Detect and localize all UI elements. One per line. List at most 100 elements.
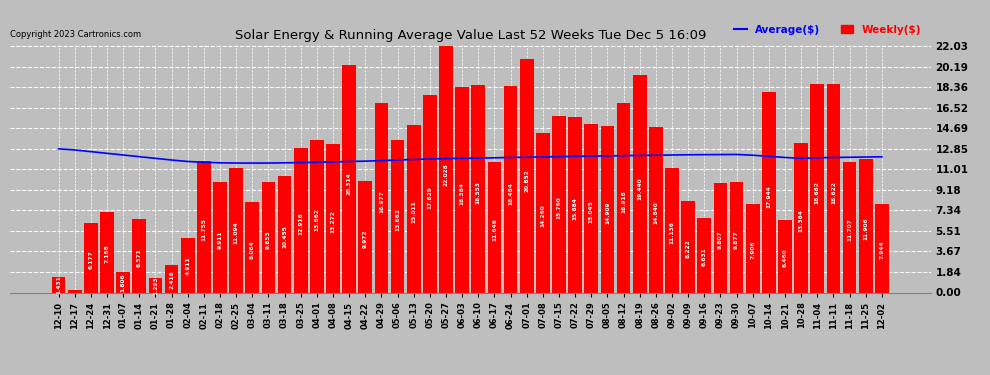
Bar [51,276,65,292]
Text: 11.906: 11.906 [863,217,868,240]
Text: 20.852: 20.852 [525,169,530,192]
Text: 6.177: 6.177 [88,250,93,269]
Text: 15.011: 15.011 [411,201,416,223]
Bar [326,144,340,292]
Bar [617,104,631,292]
Text: Copyright 2023 Cartronics.com: Copyright 2023 Cartronics.com [10,30,141,39]
Bar [133,219,147,292]
Text: 2.416: 2.416 [169,270,174,289]
Text: 14.909: 14.909 [605,201,610,224]
Bar [762,92,776,292]
Text: 13.662: 13.662 [395,208,400,231]
Text: 12.916: 12.916 [298,212,303,235]
Text: 9.911: 9.911 [218,230,223,249]
Text: 20.314: 20.314 [346,172,351,195]
Text: 17.629: 17.629 [428,186,433,209]
Text: 11.707: 11.707 [847,218,852,241]
Text: 11.136: 11.136 [669,221,674,244]
Legend: Average($), Weekly($): Average($), Weekly($) [730,21,926,39]
Bar [246,202,259,292]
Bar [116,272,130,292]
Text: 7.168: 7.168 [105,244,110,263]
Text: 10.455: 10.455 [282,225,287,248]
Bar [859,159,872,292]
Bar [440,46,452,292]
Text: 18.622: 18.622 [831,181,836,204]
Text: 19.440: 19.440 [638,177,643,200]
Text: 15.760: 15.760 [556,196,561,219]
Bar [665,168,679,292]
Text: 9.853: 9.853 [266,230,271,249]
Text: 14.260: 14.260 [541,205,545,227]
Text: 17.944: 17.944 [766,185,771,208]
Bar [471,85,485,292]
Bar [649,127,662,292]
Bar [745,204,759,292]
Text: 1.431: 1.431 [56,276,61,294]
Bar [520,59,534,292]
Text: 11.646: 11.646 [492,219,497,242]
Bar [794,143,808,292]
Bar [181,238,195,292]
Text: 11.755: 11.755 [201,218,206,241]
Text: 8.064: 8.064 [249,240,254,258]
Bar [261,182,275,292]
Bar [407,125,421,292]
Text: 16.977: 16.977 [379,190,384,213]
Bar [358,181,372,292]
Bar [391,140,405,292]
Bar [842,162,856,292]
Title: Solar Energy & Running Average Value Last 52 Weeks Tue Dec 5 16:09: Solar Energy & Running Average Value Las… [235,30,706,42]
Bar [778,220,792,292]
Bar [455,87,469,292]
Bar [213,182,227,292]
Text: 11.094: 11.094 [234,222,239,244]
Text: 8.222: 8.222 [686,239,691,258]
Text: 9.877: 9.877 [735,230,740,249]
Text: 16.918: 16.918 [621,190,626,213]
Text: 7.906: 7.906 [750,241,755,260]
Text: 22.028: 22.028 [444,163,448,186]
Bar [536,133,549,292]
Text: 18.384: 18.384 [459,182,464,205]
Bar [875,204,889,292]
Bar [294,148,308,292]
Bar [698,218,711,292]
Text: 18.484: 18.484 [508,182,513,205]
Text: 15.684: 15.684 [572,197,578,220]
Bar [164,266,178,292]
Text: 13.272: 13.272 [331,210,336,233]
Bar [100,212,114,292]
Bar [230,168,243,292]
Text: 1.293: 1.293 [153,276,158,295]
Bar [730,182,743,292]
Text: 15.045: 15.045 [589,200,594,223]
Bar [601,126,615,292]
Bar [714,183,728,292]
Text: 18.662: 18.662 [815,181,820,204]
Bar [568,117,582,292]
Bar [504,86,518,292]
Bar [552,116,566,292]
Text: 6.460: 6.460 [782,249,787,267]
Bar [310,140,324,292]
Bar [68,290,81,292]
Bar [278,176,291,292]
Text: 13.662: 13.662 [315,208,320,231]
Bar [584,124,598,292]
Bar [148,278,162,292]
Text: 13.364: 13.364 [799,209,804,232]
Bar [488,162,501,292]
Bar [827,84,841,292]
Bar [343,65,356,292]
Text: 9.972: 9.972 [362,230,368,248]
Bar [681,201,695,292]
Text: 18.553: 18.553 [476,182,481,204]
Bar [633,75,646,292]
Bar [811,84,825,292]
Text: 14.840: 14.840 [653,201,658,224]
Text: 6.571: 6.571 [137,248,142,267]
Text: 9.807: 9.807 [718,231,723,249]
Bar [374,103,388,292]
Text: 1.806: 1.806 [121,273,126,292]
